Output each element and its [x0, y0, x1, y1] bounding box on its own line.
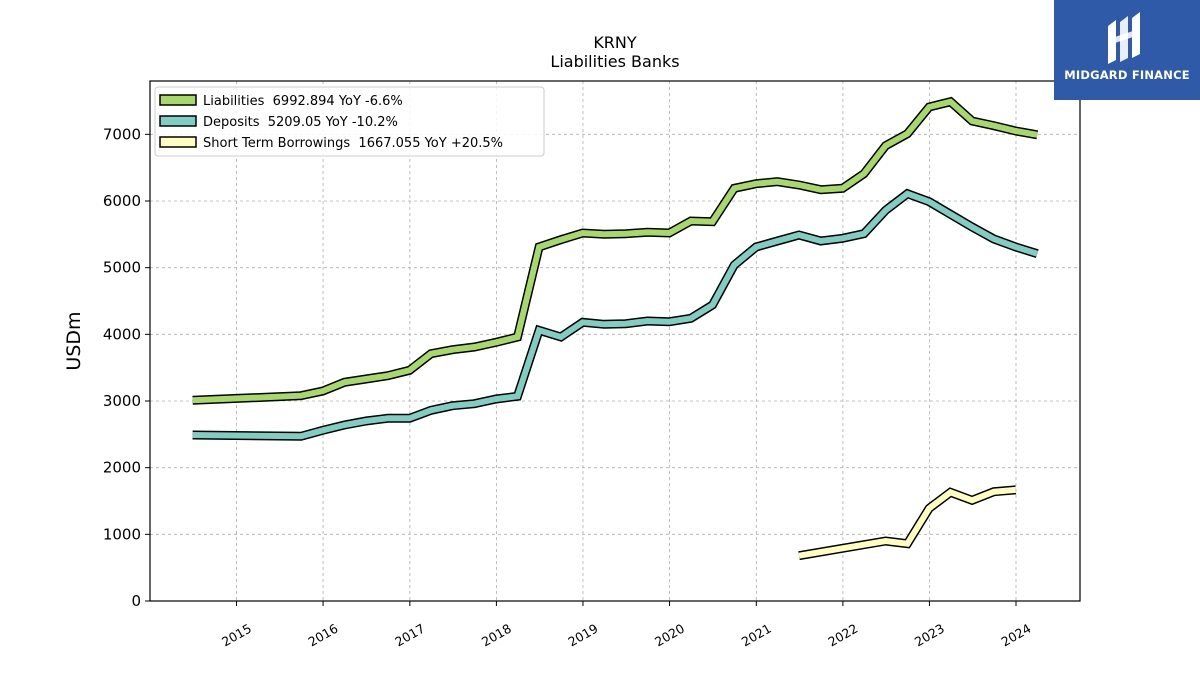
- x-tick-label: 2017: [392, 621, 427, 650]
- x-tick-label: 2020: [652, 621, 687, 650]
- x-axis: 2015 2016 2017 2018 2019 2020 2021 2022 2023 2024: [219, 601, 1034, 650]
- y-tick-label: 2000: [103, 459, 141, 477]
- legend-swatch-0: [159, 94, 197, 106]
- x-tick-label: 2018: [479, 621, 514, 650]
- grid-lines: [150, 81, 1080, 602]
- logo-text: MIDGARD FINANCE: [1064, 68, 1190, 82]
- plot-frame: [149, 80, 1081, 602]
- series-layer: [192, 96, 1039, 561]
- series-line-2: [798, 486, 1017, 559]
- legend-label-1: Deposits 5209.05 YoY -10.2%: [203, 115, 398, 130]
- legend-swatch-1: [159, 115, 197, 127]
- x-tick-label: 2019: [565, 621, 600, 650]
- y-tick-label: 1000: [103, 525, 141, 543]
- x-tick-label: 2016: [306, 621, 341, 650]
- x-tick-label: 2022: [825, 621, 860, 650]
- midgard-logo-icon: [1108, 12, 1140, 64]
- legend-label-0: Liabilities 6992.894 YoY -6.6%: [203, 94, 403, 109]
- y-axis-label: USDm: [63, 311, 85, 370]
- y-tick-label: 0: [131, 592, 141, 610]
- chart-title: KRNY: [593, 33, 637, 52]
- chart-subtitle: Liabilities Banks: [550, 52, 679, 71]
- series-line-0: [192, 98, 1038, 404]
- legend-swatch-2: [159, 136, 197, 148]
- midgard-logo: MIDGARD FINANCE: [1054, 0, 1200, 100]
- legend-label-2: Short Term Borrowings 1667.055 YoY +20.5…: [203, 136, 503, 151]
- y-tick-label: 6000: [103, 192, 141, 210]
- y-axis: 0 1000 2000 3000 4000 5000 6000 7000: [103, 125, 150, 610]
- x-tick-label: 2024: [998, 621, 1033, 650]
- y-tick-label: 3000: [103, 392, 141, 410]
- x-tick-label: 2023: [912, 621, 947, 650]
- legend: Liabilities 6992.894 YoY -6.6% Deposits 5…: [154, 86, 545, 157]
- y-tick-label: 7000: [103, 125, 141, 143]
- x-tick-label: 2015: [219, 621, 254, 650]
- y-tick-label: 4000: [103, 325, 141, 343]
- series-line-1: [192, 190, 1039, 440]
- legend-box: [154, 86, 545, 157]
- y-tick-label: 5000: [103, 259, 141, 277]
- x-tick-label: 2021: [739, 621, 774, 650]
